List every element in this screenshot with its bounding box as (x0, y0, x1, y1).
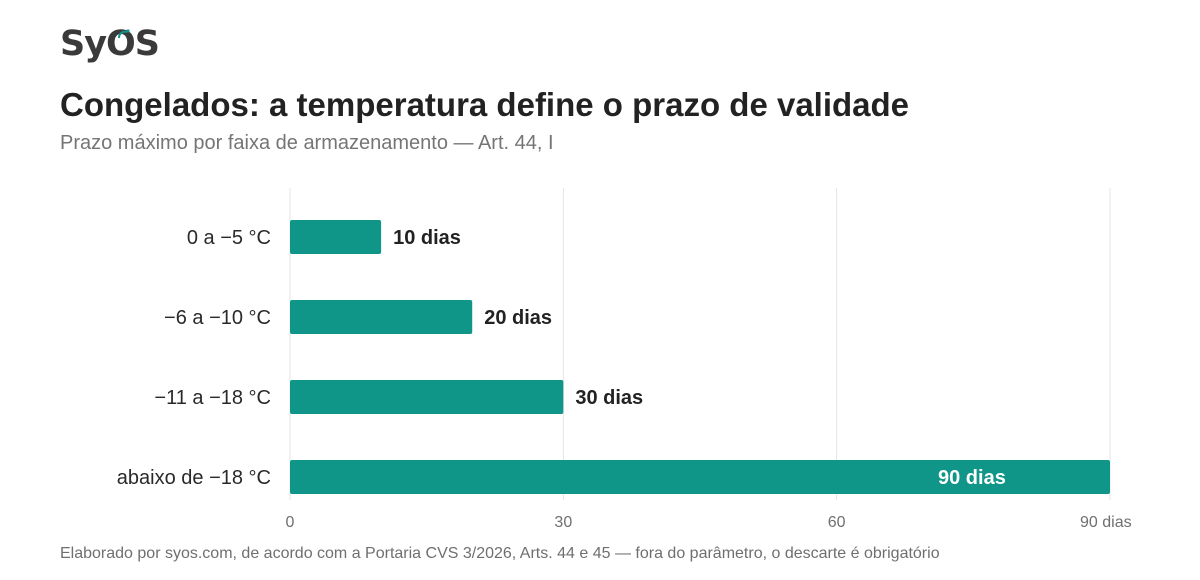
page-title: Congelados: a temperatura define o prazo… (60, 86, 910, 123)
category-label-1: −6 a −10 °C (164, 307, 271, 329)
bar-chart: 0 a −5 °C 10 dias −6 a −10 °C 20 dias −11 a … (117, 188, 1132, 531)
logo-o: O (106, 24, 136, 64)
signal-icon (118, 29, 130, 39)
bar-2 (290, 380, 564, 414)
logo-text-o: O (106, 24, 136, 64)
logo-text-left: Sy (60, 24, 107, 64)
bar-1 (290, 300, 473, 334)
source-note: Elaborado por syos.com, de acordo com a … (60, 545, 940, 562)
x-tick-label-1: 30 (554, 514, 572, 531)
bar-0 (290, 220, 382, 254)
x-tick-label-2: 60 (828, 514, 846, 531)
bar-3 (290, 460, 1110, 494)
x-tick-label-0: 0 (286, 514, 295, 531)
page-subtitle: Prazo máximo por faixa de armazenamento … (60, 132, 554, 154)
data-label-0: 10 dias (393, 227, 461, 249)
category-label-3: abaixo de −18 °C (117, 467, 271, 489)
data-label-1: 20 dias (484, 307, 552, 329)
category-label-2: −11 a −18 °C (154, 387, 271, 409)
data-label-2: 30 dias (575, 387, 643, 409)
logo-text-right: S (134, 24, 160, 64)
category-label-0: 0 a −5 °C (187, 227, 271, 249)
x-tick-label-3: 90 dias (1080, 514, 1132, 531)
syos-logo: SyO S (60, 24, 160, 64)
data-label-3: 90 dias (938, 467, 1006, 489)
